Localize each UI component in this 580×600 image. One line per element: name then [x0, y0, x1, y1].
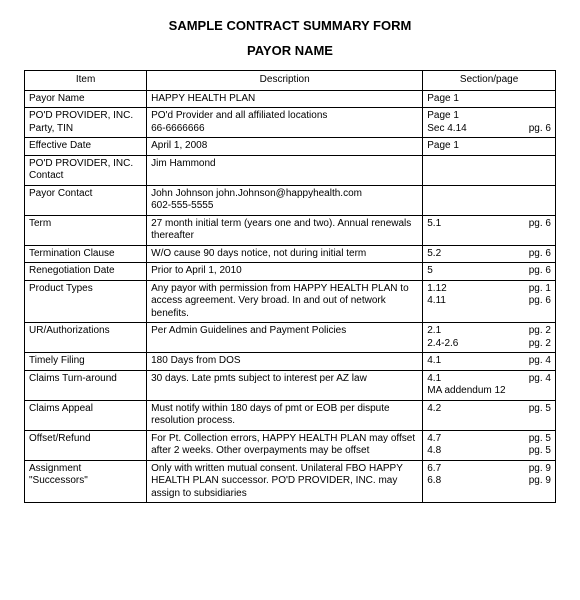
table-row: PO'D PROVIDER, INC. ContactJim Hammond [25, 155, 556, 185]
table-row: Assignment "Successors"Only with written… [25, 460, 556, 503]
doc-subtitle: PAYOR NAME [24, 43, 556, 58]
table-row: Product TypesAny payor with permission f… [25, 280, 556, 323]
cell-item: Payor Contact [25, 185, 147, 215]
cell-item: PO'D PROVIDER, INC. Contact [25, 155, 147, 185]
cell-section: 1.12pg. 14.11pg. 6 [423, 280, 556, 323]
table-header-row: Item Description Section/page [25, 71, 556, 91]
table-row: Timely Filing180 Days from DOS4.1pg. 4 [25, 353, 556, 371]
cell-description: PO'd Provider and all affiliated locatio… [147, 108, 423, 138]
cell-description: W/O cause 90 days notice, not during ini… [147, 245, 423, 263]
cell-section: 4.7pg. 54.8pg. 5 [423, 430, 556, 460]
cell-description: Only with written mutual consent. Unilat… [147, 460, 423, 503]
cell-description: Per Admin Guidelines and Payment Policie… [147, 323, 423, 353]
cell-item: Term [25, 215, 147, 245]
cell-section: Page 1 [423, 138, 556, 156]
cell-item: Claims Turn-around [25, 370, 147, 400]
cell-item: Effective Date [25, 138, 147, 156]
cell-description: For Pt. Collection errors, HAPPY HEALTH … [147, 430, 423, 460]
table-row: Renegotiation DatePrior to April 1, 2010… [25, 263, 556, 281]
cell-description: HAPPY HEALTH PLAN [147, 90, 423, 108]
cell-section: 5.2pg. 6 [423, 245, 556, 263]
table-row: PO'D PROVIDER, INC. Party, TINPO'd Provi… [25, 108, 556, 138]
cell-section: Page 1Sec 4.14pg. 6 [423, 108, 556, 138]
summary-table: Item Description Section/page Payor Name… [24, 70, 556, 503]
table-body: Payor NameHAPPY HEALTH PLANPage 1PO'D PR… [25, 90, 556, 503]
cell-item: Timely Filing [25, 353, 147, 371]
cell-item: UR/Authorizations [25, 323, 147, 353]
cell-item: Renegotiation Date [25, 263, 147, 281]
table-row: Termination ClauseW/O cause 90 days noti… [25, 245, 556, 263]
cell-section: 4.2pg. 5 [423, 400, 556, 430]
cell-section: 5.1pg. 6 [423, 215, 556, 245]
cell-item: Claims Appeal [25, 400, 147, 430]
cell-section: 2.1pg. 22.4-2.6pg. 2 [423, 323, 556, 353]
table-row: Payor ContactJohn Johnson john.Johnson@h… [25, 185, 556, 215]
cell-section: 4.1pg. 4 [423, 353, 556, 371]
cell-item: Assignment "Successors" [25, 460, 147, 503]
cell-section: Page 1 [423, 90, 556, 108]
cell-description: Any payor with permission from HAPPY HEA… [147, 280, 423, 323]
table-row: Claims AppealMust notify within 180 days… [25, 400, 556, 430]
table-row: Payor NameHAPPY HEALTH PLANPage 1 [25, 90, 556, 108]
table-row: Effective DateApril 1, 2008Page 1 [25, 138, 556, 156]
table-row: UR/AuthorizationsPer Admin Guidelines an… [25, 323, 556, 353]
cell-section [423, 185, 556, 215]
cell-section: 6.7pg. 96.8pg. 9 [423, 460, 556, 503]
cell-description: 30 days. Late pmts subject to interest p… [147, 370, 423, 400]
cell-item: Offset/Refund [25, 430, 147, 460]
cell-description: John Johnson john.Johnson@happyhealth.co… [147, 185, 423, 215]
cell-description: 27 month initial term (years one and two… [147, 215, 423, 245]
cell-description: 180 Days from DOS [147, 353, 423, 371]
cell-item: PO'D PROVIDER, INC. Party, TIN [25, 108, 147, 138]
doc-title: SAMPLE CONTRACT SUMMARY FORM [24, 18, 556, 33]
cell-section: 5pg. 6 [423, 263, 556, 281]
cell-item: Payor Name [25, 90, 147, 108]
cell-item: Termination Clause [25, 245, 147, 263]
cell-section [423, 155, 556, 185]
cell-description: Must notify within 180 days of pmt or EO… [147, 400, 423, 430]
col-item: Item [25, 71, 147, 91]
col-description: Description [147, 71, 423, 91]
table-row: Claims Turn-around30 days. Late pmts sub… [25, 370, 556, 400]
cell-item: Product Types [25, 280, 147, 323]
cell-description: Jim Hammond [147, 155, 423, 185]
col-section: Section/page [423, 71, 556, 91]
table-row: Term27 month initial term (years one and… [25, 215, 556, 245]
cell-description: Prior to April 1, 2010 [147, 263, 423, 281]
cell-section: 4.1pg. 4MA addendum 12 [423, 370, 556, 400]
table-row: Offset/RefundFor Pt. Collection errors, … [25, 430, 556, 460]
cell-description: April 1, 2008 [147, 138, 423, 156]
